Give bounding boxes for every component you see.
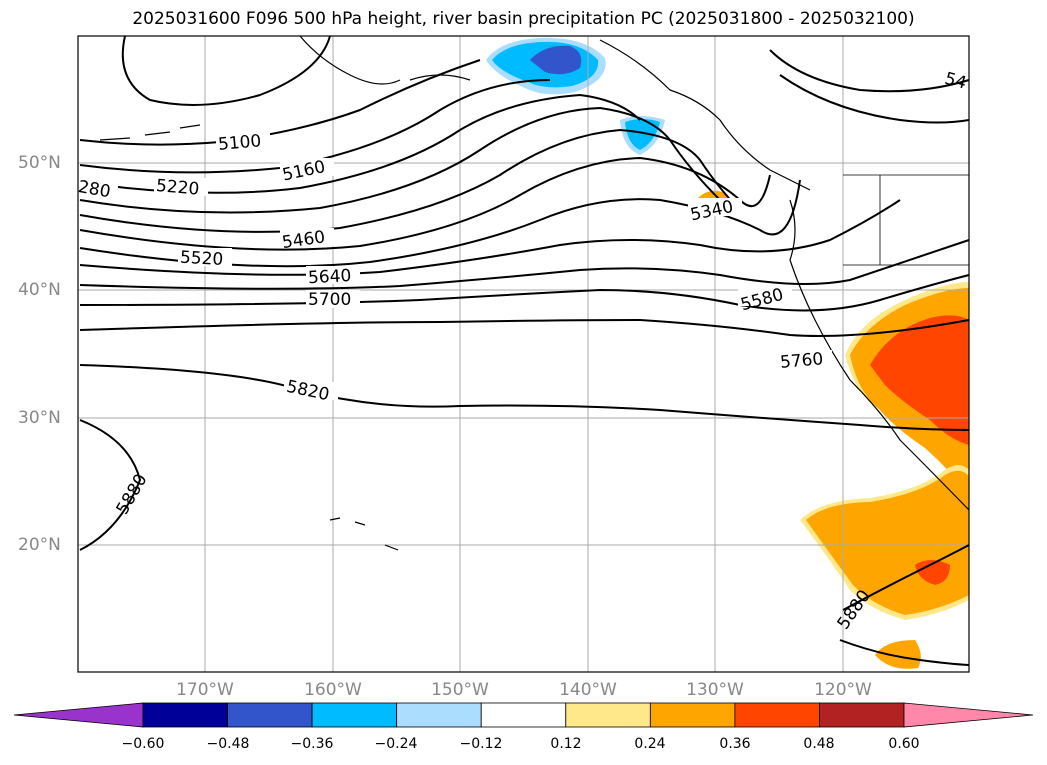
colorbar-segment xyxy=(819,702,905,728)
map-frame xyxy=(77,35,970,673)
contour-label-5760: 5760 xyxy=(779,349,824,373)
colorbar xyxy=(13,702,1034,728)
contour-label-5820: 5820 xyxy=(285,377,331,406)
contour-label-280: 280 xyxy=(77,177,112,202)
colorbar-tick: 0.36 xyxy=(719,736,751,752)
colorbar-tick: 0.24 xyxy=(634,736,666,752)
colorbar-tick: −0.48 xyxy=(206,736,250,752)
lon-label-160w: 160°W xyxy=(304,680,362,700)
colorbar-tick: 0.60 xyxy=(888,736,920,752)
colorbar-segment xyxy=(649,702,736,728)
colorbar-segment xyxy=(227,702,313,728)
coastlines xyxy=(99,35,970,551)
precip-shading xyxy=(486,37,969,669)
colorbar-segment xyxy=(734,702,820,728)
contour-label-5640: 5640 xyxy=(308,266,352,288)
lon-label-170w: 170°W xyxy=(176,680,234,700)
colorbar-segment xyxy=(565,702,651,728)
height-contours xyxy=(79,35,970,666)
lat-label-30n: 30°N xyxy=(18,408,61,428)
colorbar-segment xyxy=(142,702,228,728)
colorbar-tick: 0.12 xyxy=(550,736,582,752)
colorbar-tick: 0.48 xyxy=(803,736,835,752)
colorbar-tick: −0.36 xyxy=(290,736,334,752)
colorbar-tick: −0.24 xyxy=(374,736,418,752)
colorbar-extend-low xyxy=(13,702,144,728)
contour-label-54: 54 xyxy=(942,69,968,94)
colorbar-tick: −0.60 xyxy=(121,736,165,752)
contour-label-5220: 5220 xyxy=(155,176,200,200)
map-title: 2025031600 F096 500 hPa height, river ba… xyxy=(132,9,915,29)
lon-label-120w: 120°W xyxy=(814,680,872,700)
contour-label-5100: 5100 xyxy=(217,131,262,155)
graticule xyxy=(78,36,969,672)
lon-label-150w: 150°W xyxy=(431,680,489,700)
contour-labels: 5100 5160 5220 280 5340 5460 5520 5640 5… xyxy=(77,69,969,634)
lon-label-140w: 140°W xyxy=(559,680,617,700)
colorbar-segment xyxy=(311,702,398,728)
contour-label-5880-west: 5880 xyxy=(113,471,152,518)
colorbar-segment xyxy=(396,702,482,728)
contour-label-5700: 5700 xyxy=(308,290,351,310)
lat-label-20n: 20°N xyxy=(18,535,61,555)
colorbar-extend-high xyxy=(903,702,1034,728)
lon-label-130w: 130°W xyxy=(686,680,744,700)
contour-label-5520: 5520 xyxy=(179,248,223,270)
lat-label-50n: 50°N xyxy=(18,153,61,173)
colorbar-tick: −0.12 xyxy=(459,736,503,752)
colorbar-segment xyxy=(480,702,567,728)
lat-label-40n: 40°N xyxy=(18,280,61,300)
